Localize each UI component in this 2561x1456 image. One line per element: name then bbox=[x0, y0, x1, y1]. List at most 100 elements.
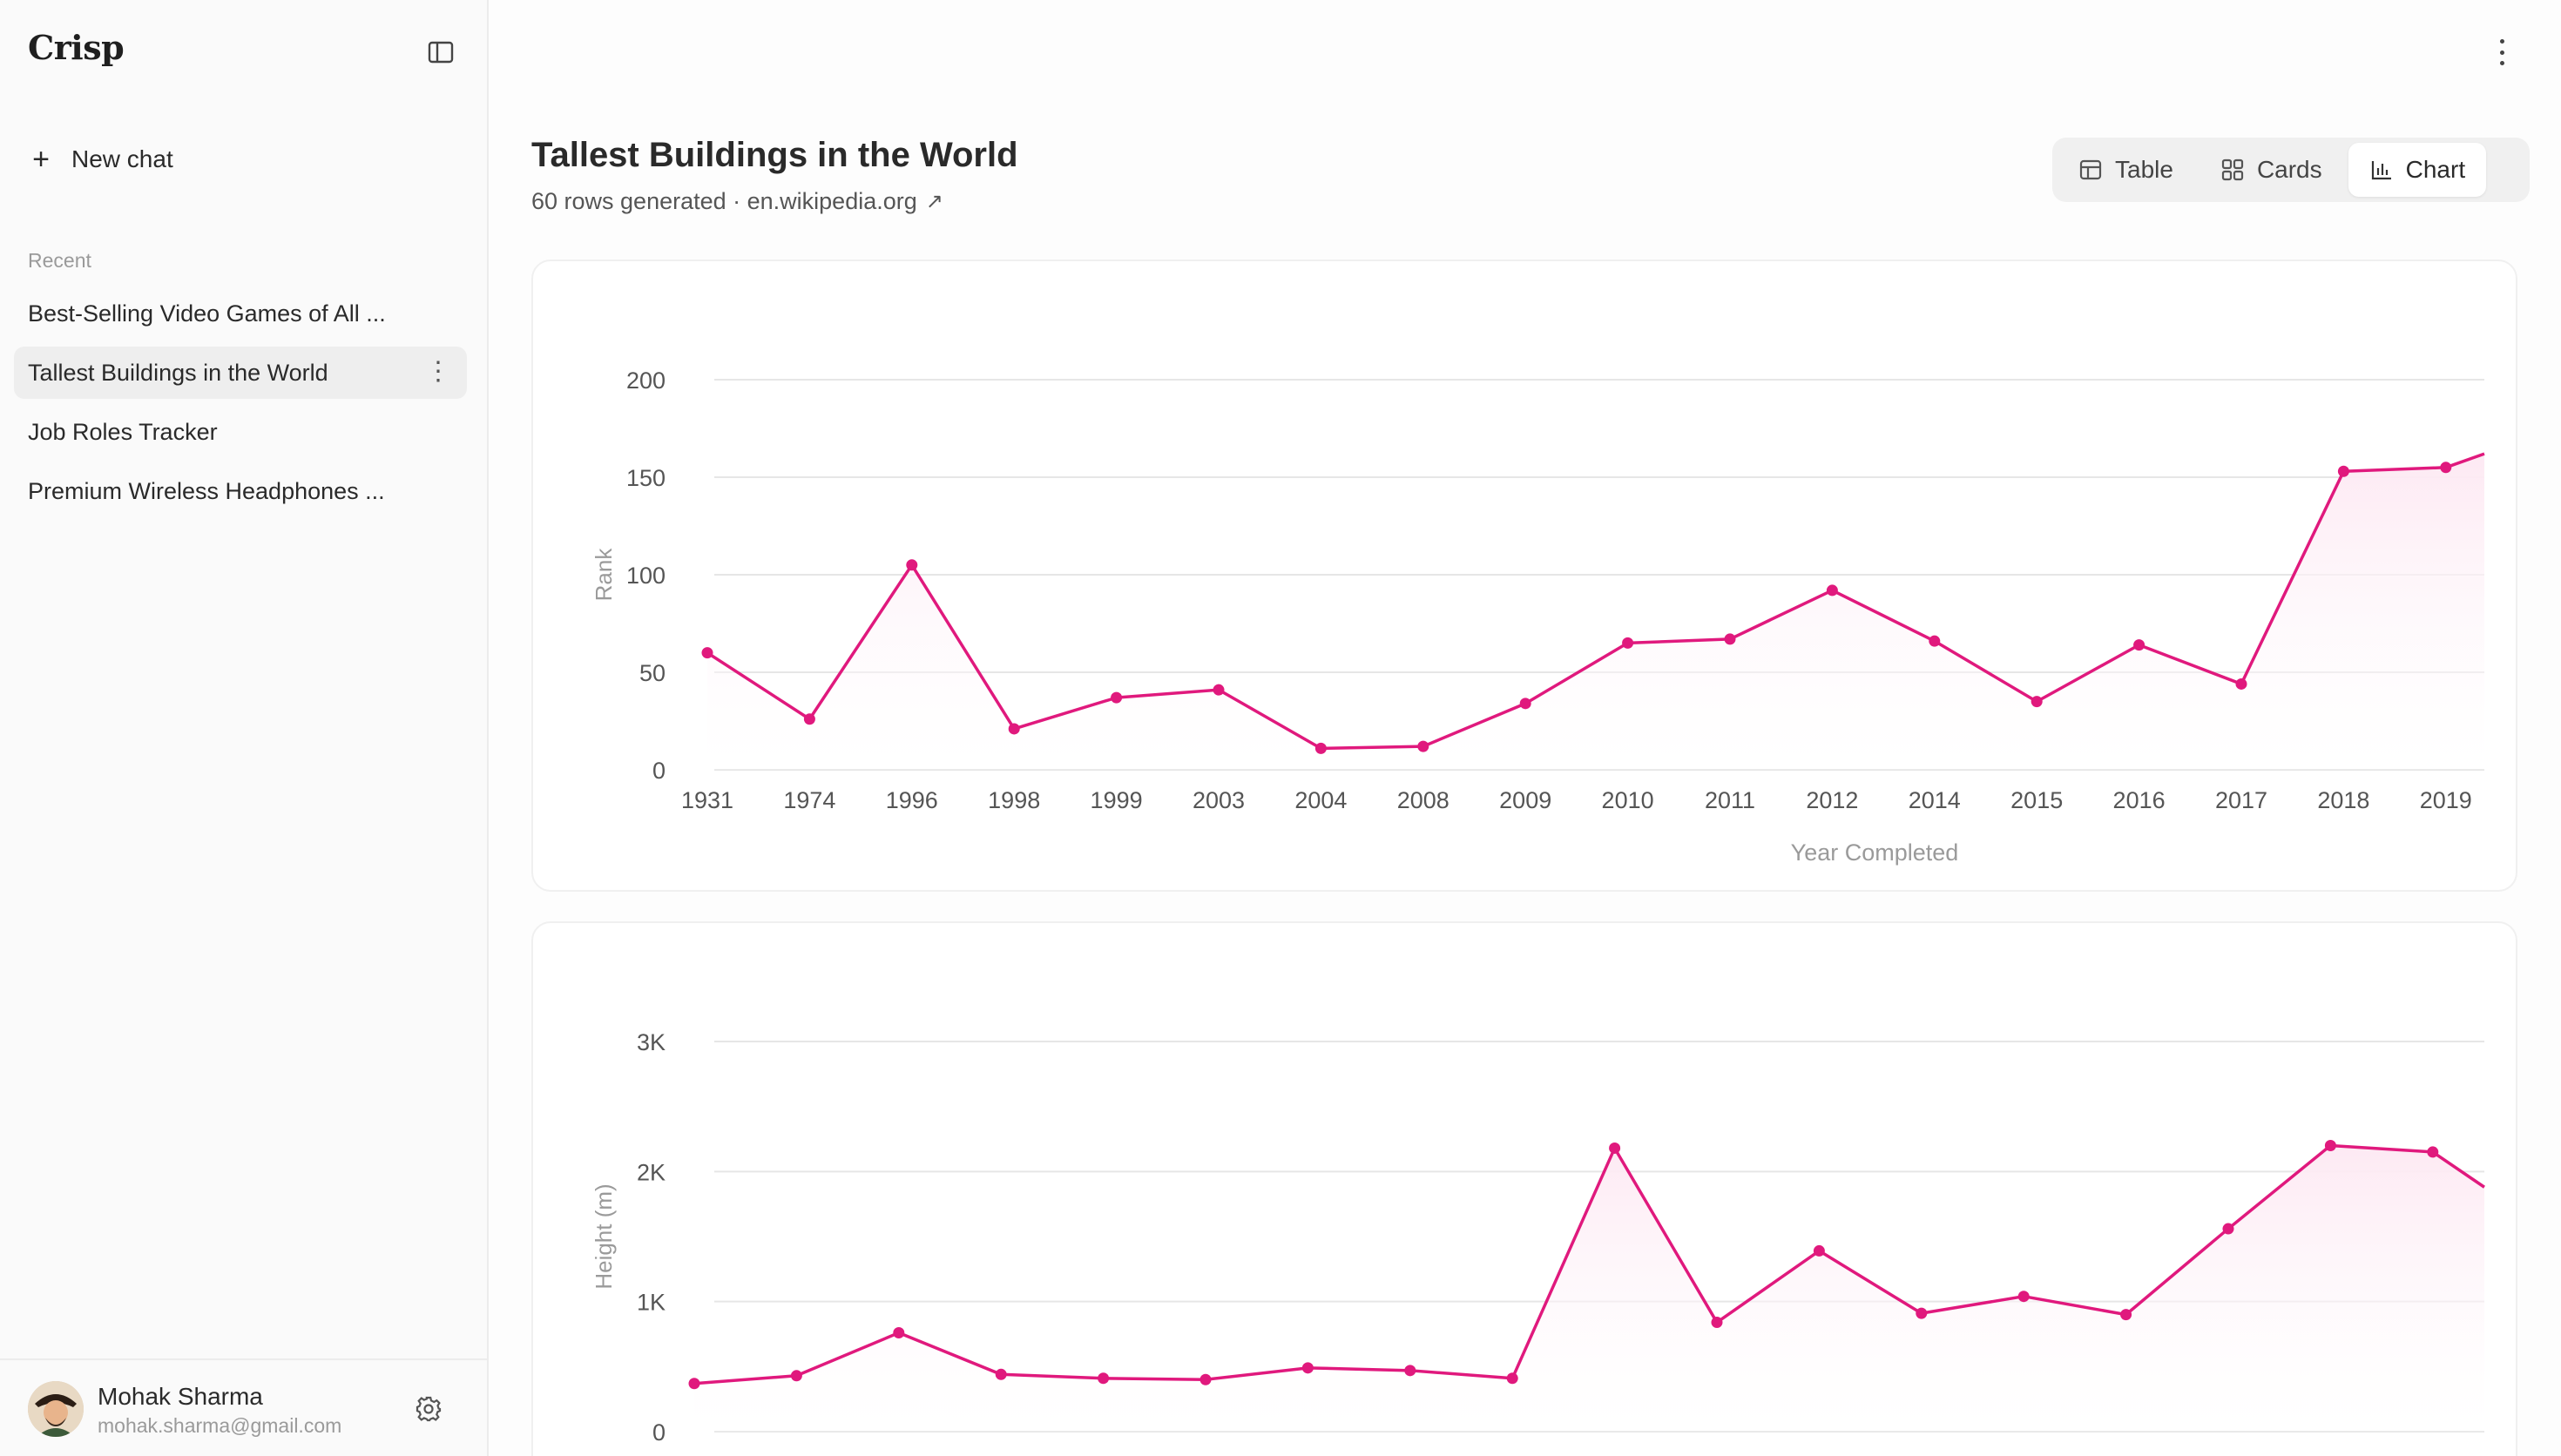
more-options-icon[interactable] bbox=[2491, 35, 2512, 70]
data-point bbox=[1916, 1307, 1928, 1319]
data-point bbox=[1417, 740, 1429, 752]
data-point bbox=[1301, 1362, 1314, 1374]
page-subtitle: 60 rows generated · en.wikipedia.org ↗ bbox=[531, 188, 943, 215]
y-tick-label: 1K bbox=[637, 1290, 666, 1316]
recent-item-label: Premium Wireless Headphones ... bbox=[28, 477, 385, 504]
data-point bbox=[688, 1378, 700, 1390]
y-tick-label: 3K bbox=[637, 1029, 666, 1055]
user-name: Mohak Sharma bbox=[98, 1383, 263, 1410]
data-point bbox=[1008, 723, 1020, 735]
sidebar: Crisp + New chat Recent Best-Selling Vid… bbox=[0, 0, 489, 1456]
data-point bbox=[906, 559, 918, 571]
view-table-label: Table bbox=[2115, 156, 2173, 183]
y-tick-label: 0 bbox=[652, 758, 666, 784]
x-tick-label: 2011 bbox=[1705, 787, 1755, 813]
data-point bbox=[1213, 684, 1225, 696]
chart-icon bbox=[2371, 161, 2391, 180]
y-axis-label: Height (m) bbox=[591, 1183, 617, 1289]
x-tick-label: 1974 bbox=[783, 787, 835, 813]
data-point bbox=[1404, 1365, 1416, 1377]
data-point bbox=[2031, 696, 2043, 708]
rank-line-chart: 0 50 100 150 200 Rank 1931 1974 1996 1998 1999 2003… bbox=[591, 367, 2485, 866]
x-tick-label: 2003 bbox=[1193, 787, 1245, 813]
x-tick-label: 1998 bbox=[988, 787, 1040, 813]
data-point bbox=[1622, 637, 1634, 649]
user-bar: Mohak Sharma mohak.sharma@gmail.com bbox=[0, 1358, 487, 1456]
y-tick-label: 50 bbox=[639, 660, 666, 686]
new-chat-button[interactable]: + New chat bbox=[26, 145, 173, 174]
y-tick-label: 2K bbox=[637, 1159, 666, 1185]
user-email: mohak.sharma@gmail.com bbox=[98, 1414, 342, 1437]
subtitle-text[interactable]: 60 rows generated · en.wikipedia.org bbox=[531, 188, 917, 214]
data-point bbox=[1111, 691, 1123, 704]
recent-item[interactable]: Premium Wireless Headphones ... bbox=[14, 465, 467, 517]
data-point bbox=[1519, 698, 1531, 710]
x-axis-label: Year Completed bbox=[1791, 839, 1959, 866]
x-tick-label: 2017 bbox=[2215, 787, 2267, 813]
x-tick-label: 2019 bbox=[2420, 787, 2472, 813]
recent-list: Best-Selling Video Games of All ... Tall… bbox=[14, 287, 467, 524]
x-tick-label: 1999 bbox=[1091, 787, 1143, 813]
sidebar-toggle-icon[interactable] bbox=[427, 38, 455, 66]
x-tick-label: 2018 bbox=[2317, 787, 2369, 813]
settings-gear-icon[interactable] bbox=[411, 1392, 446, 1426]
view-switcher: Table Cards Chart bbox=[2052, 138, 2530, 202]
data-point bbox=[2427, 1146, 2439, 1158]
page-title: Tallest Buildings in the World bbox=[531, 136, 1018, 174]
series-area bbox=[707, 454, 2484, 770]
data-point bbox=[1929, 635, 1941, 647]
data-point bbox=[2120, 1309, 2132, 1321]
view-table-button[interactable]: Table bbox=[2058, 143, 2194, 197]
y-tick-label: 200 bbox=[626, 367, 666, 394]
data-point bbox=[2235, 677, 2247, 690]
y-tick-label: 100 bbox=[626, 563, 666, 589]
main-panel: Tallest Buildings in the World 60 rows g… bbox=[489, 0, 2561, 1456]
data-point bbox=[1826, 584, 1838, 597]
recent-item-label: Tallest Buildings in the World bbox=[28, 359, 328, 386]
item-menu-icon[interactable]: ⋮ bbox=[425, 357, 451, 386]
y-tick-label: 0 bbox=[652, 1419, 666, 1446]
x-tick-label: 2014 bbox=[1909, 787, 1961, 813]
table-icon bbox=[2079, 159, 2102, 180]
height-line-chart: 0 1K 2K 3K Height (m) bbox=[591, 1029, 2485, 1446]
data-point bbox=[2222, 1223, 2234, 1235]
data-point bbox=[1609, 1142, 1621, 1154]
data-point bbox=[995, 1368, 1007, 1380]
recent-item[interactable]: Best-Selling Video Games of All ... bbox=[14, 287, 467, 340]
view-cards-button[interactable]: Cards bbox=[2199, 143, 2343, 197]
x-tick-label: 2016 bbox=[2113, 787, 2166, 813]
data-point bbox=[701, 647, 713, 659]
x-tick-label: 2012 bbox=[1806, 787, 1858, 813]
x-tick-label: 2010 bbox=[1602, 787, 1654, 813]
recent-item-active[interactable]: Tallest Buildings in the World ⋮ bbox=[14, 347, 467, 399]
data-point bbox=[2324, 1139, 2336, 1151]
x-tick-label: 2009 bbox=[1499, 787, 1551, 813]
data-point bbox=[803, 713, 815, 725]
data-point bbox=[2440, 462, 2452, 474]
series-area bbox=[694, 1145, 2484, 1432]
recent-item[interactable]: Job Roles Tracker bbox=[14, 406, 467, 458]
cards-icon bbox=[2221, 158, 2244, 181]
data-point bbox=[790, 1370, 802, 1382]
y-axis-label: Rank bbox=[591, 548, 617, 602]
data-point bbox=[2337, 465, 2349, 477]
recent-item-label: Job Roles Tracker bbox=[28, 418, 218, 445]
view-chart-label: Chart bbox=[2405, 156, 2466, 183]
data-point bbox=[1724, 633, 1736, 645]
x-tick-label: 2004 bbox=[1294, 787, 1347, 813]
external-link-icon[interactable]: ↗ bbox=[925, 190, 943, 213]
avatar[interactable] bbox=[28, 1381, 84, 1437]
y-tick-label: 150 bbox=[626, 465, 666, 491]
data-point bbox=[1098, 1372, 1110, 1385]
recent-heading: Recent bbox=[28, 249, 91, 272]
view-chart-button[interactable]: Chart bbox=[2348, 143, 2487, 197]
height-chart-card: 0 1K 2K 3K Height (m) bbox=[531, 921, 2517, 1456]
data-point bbox=[1314, 742, 1327, 754]
data-point bbox=[893, 1327, 905, 1339]
data-point bbox=[1711, 1317, 1723, 1329]
x-tick-label: 2008 bbox=[1397, 787, 1449, 813]
rank-chart-card: 0 50 100 150 200 Rank 1931 1974 1996 1998 1999 2003… bbox=[531, 260, 2517, 892]
view-cards-label: Cards bbox=[2256, 156, 2322, 183]
data-point bbox=[1506, 1372, 1518, 1385]
x-tick-label: 2015 bbox=[2010, 787, 2063, 813]
